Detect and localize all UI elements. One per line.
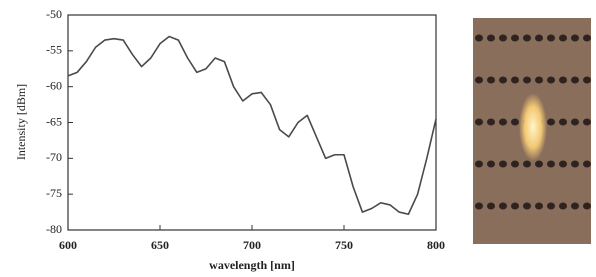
x-tick-label: 700: [243, 238, 261, 252]
photo: [473, 18, 591, 244]
y-tick-label: -55: [46, 43, 62, 57]
figure: Intensity [dBm] wavelength [nm] -50 -55 -6…: [0, 0, 596, 277]
x-tick-label: 650: [151, 238, 169, 252]
y-tick-label: -70: [46, 150, 62, 164]
plot-frame: [68, 15, 436, 230]
y-tick-label: -65: [46, 114, 62, 128]
y-tick-label: -60: [46, 78, 62, 92]
data-line: [68, 37, 436, 215]
y-tick-label: -80: [46, 222, 62, 236]
y-tick-label: -75: [46, 186, 62, 200]
x-tick-label: 600: [59, 238, 77, 252]
x-tick-label: 800: [427, 238, 445, 252]
x-axis-label: wavelength [nm]: [209, 258, 295, 272]
y-tick-label: -50: [46, 7, 62, 21]
x-tick-label: 750: [335, 238, 353, 252]
y-axis-label: Intensity [dBm]: [14, 84, 28, 160]
